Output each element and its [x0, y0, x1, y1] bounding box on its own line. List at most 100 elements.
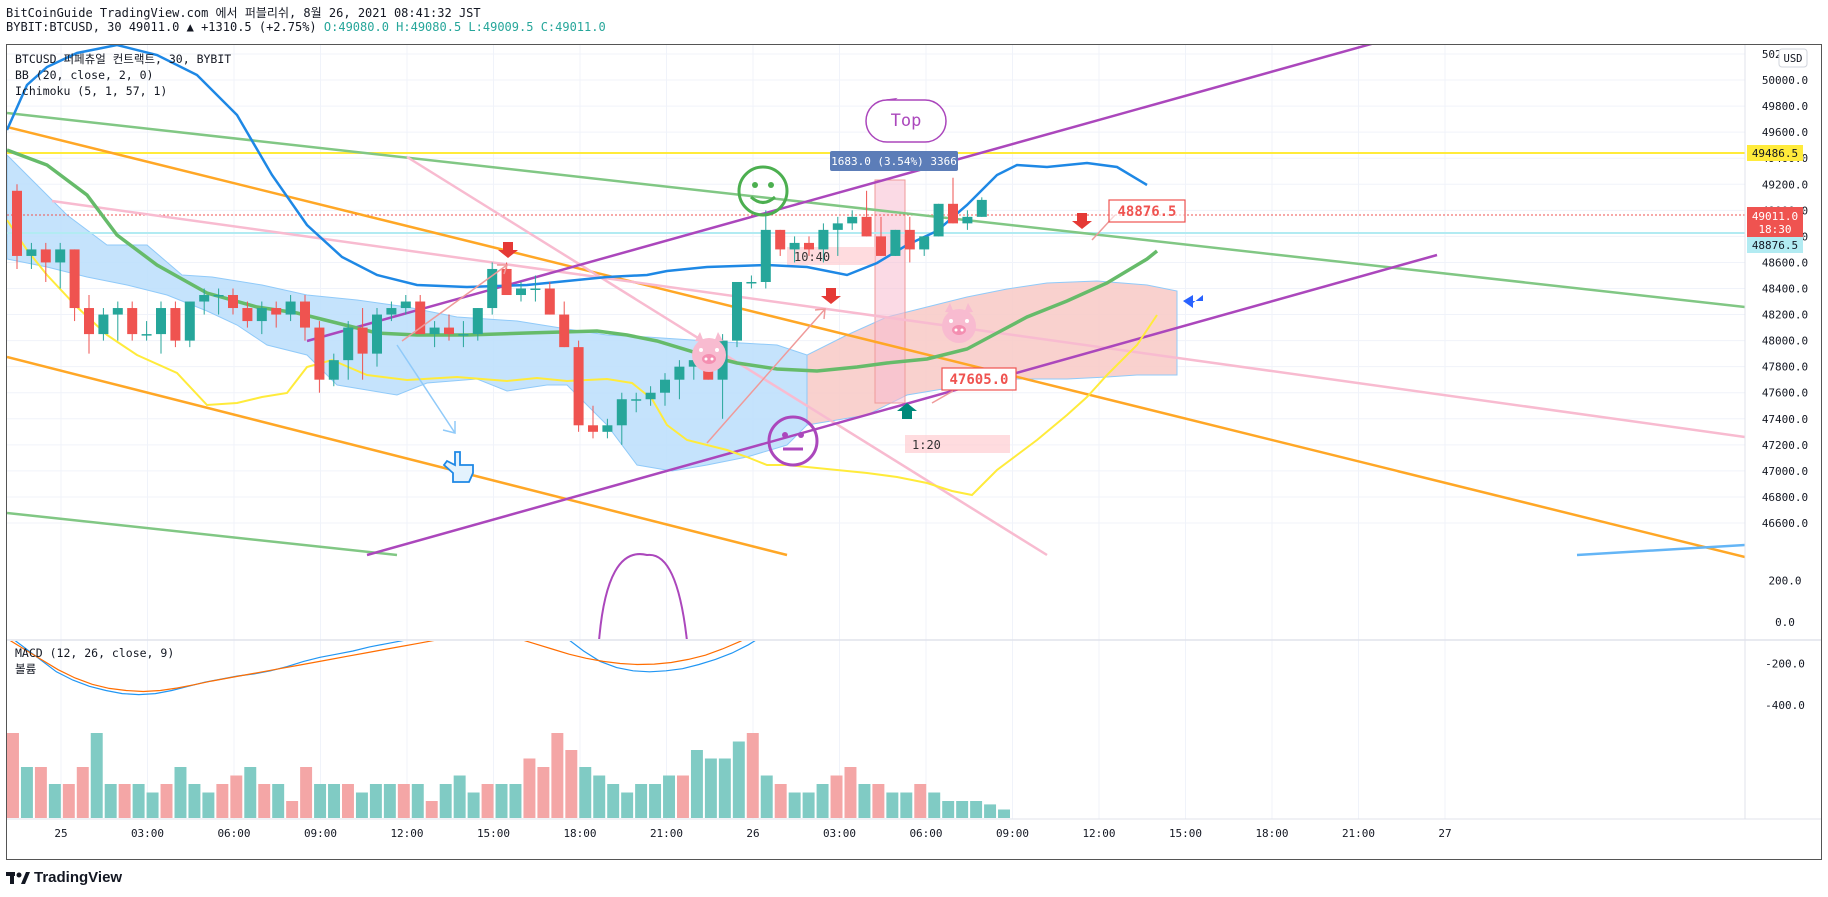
price-tick-label: 46800.0	[1762, 491, 1808, 504]
histogram-bar-negative	[133, 622, 145, 629]
histogram-bar-negative	[621, 622, 633, 630]
volume-bar	[132, 784, 145, 818]
purple-shape-partial	[598, 553, 688, 639]
histogram-bar-positive	[523, 616, 535, 622]
tradingview-logo[interactable]: TradingView	[6, 869, 122, 886]
price-tick-label: 47000.0	[1762, 465, 1808, 478]
candle-body-up	[760, 229, 771, 282]
candle-body-up	[112, 308, 123, 315]
candle-body-up	[919, 236, 930, 250]
volume-bar	[48, 784, 61, 818]
histogram-bar-positive	[384, 616, 396, 622]
currency-badge[interactable]	[1778, 48, 1808, 68]
time-tick-label: 27	[1438, 827, 1451, 840]
candle-body-down	[444, 327, 454, 335]
neutral-face-icon	[767, 415, 819, 467]
candle-body-down	[69, 249, 80, 309]
low-price-label: 47605.0	[949, 372, 1008, 388]
histogram-bar-positive	[956, 620, 968, 622]
time-range-b	[905, 435, 1010, 453]
histogram-bar-positive	[984, 620, 996, 622]
orange-trend-line-upper	[7, 125, 1745, 559]
green-trend-line-lower	[7, 511, 398, 557]
volume-bar	[872, 784, 885, 818]
price-tick-label: 47200.0	[1762, 439, 1808, 452]
legend-bb[interactable]: BB (20, close, 2, 0)	[15, 68, 153, 82]
histogram-bar-positive	[398, 618, 410, 622]
time-tick-label: 03:00	[131, 827, 164, 840]
volume-bar	[411, 784, 424, 818]
arrow-down-blue-head	[442, 421, 456, 434]
price-tick-label: 46600.0	[1762, 517, 1808, 530]
legend-symbol[interactable]: BTCUSD 퍼페츄얼 컨트랙트, 30, BYBIT	[15, 52, 231, 66]
histogram-bar-positive	[537, 618, 549, 622]
price-tick-label: 48400.0	[1762, 283, 1808, 296]
histogram-bar-positive	[789, 607, 801, 622]
measure-box	[874, 179, 906, 404]
volume-bar	[621, 792, 634, 818]
histogram-bar-positive	[258, 618, 270, 622]
volume-bar	[160, 784, 173, 818]
candle-body-down	[314, 327, 325, 380]
histogram-bar-positive	[286, 617, 298, 622]
volume-bar	[90, 733, 103, 818]
candle-body-up	[933, 203, 944, 237]
histogram-bar-positive	[705, 621, 717, 622]
histogram-bar-negative	[565, 622, 577, 623]
top-callout-text: Top	[891, 111, 922, 131]
green-trend-line-upper	[7, 111, 1745, 309]
arrow-up-left-head	[497, 264, 509, 275]
time-axis[interactable]: 25 03:00 06:00 09:00 12:00 15:00 18:00 21:00 26 0…	[54, 827, 1451, 840]
candle-body-up	[818, 229, 829, 250]
time-tick-label: 18:00	[563, 827, 596, 840]
time-label-a: 10:40	[794, 250, 830, 264]
volume-bar	[7, 733, 19, 818]
candle-body-up	[156, 308, 166, 335]
legend-macd[interactable]: MACD (12, 26, close, 9)	[15, 646, 174, 660]
histogram-bar-negative	[77, 622, 89, 631]
histogram-bar-positive	[510, 615, 522, 622]
volume-bar	[342, 784, 354, 818]
histogram-bar-negative	[21, 622, 33, 631]
histogram-bar-positive	[202, 620, 214, 622]
low-value: L:49009.5	[468, 20, 534, 34]
arrow-to-label	[931, 390, 954, 404]
histogram-bar-positive	[886, 614, 898, 622]
volume-bar	[816, 784, 829, 818]
histogram-bar-negative	[691, 622, 703, 624]
candle-body-up	[386, 308, 397, 315]
volume-bar	[830, 775, 843, 818]
volume-bar	[663, 775, 675, 818]
price-tick-label: 47600.0	[1762, 387, 1808, 400]
macd-axis[interactable]: 200.0 0.0 -200.0 -400.0	[1765, 575, 1805, 713]
candle-body-down	[876, 236, 886, 256]
histogram-bar-positive	[230, 618, 242, 622]
countdown-text: 18:30	[1758, 223, 1791, 236]
volume-bar	[956, 801, 969, 818]
price-chart[interactable]: Top 1683.0 (3.54%) 3366 10:40 1:20 47605…	[7, 45, 1821, 859]
volume-bar	[230, 775, 243, 818]
candle-body-down	[357, 327, 368, 354]
bollinger-upper-band	[7, 45, 1148, 289]
candle-body-up	[732, 281, 742, 341]
volume-bar	[718, 758, 731, 818]
macd-tick-label: -400.0	[1765, 699, 1805, 712]
volume-bar	[76, 767, 89, 818]
volume-bar	[397, 784, 410, 818]
volume-bar	[732, 741, 745, 818]
volume-bar	[369, 784, 382, 818]
volume-bar	[62, 784, 75, 818]
price-axis[interactable]: 50200.050000.049800.049600.049400.049200…	[1762, 48, 1808, 530]
time-tick-label: 21:00	[1342, 827, 1375, 840]
ichimoku-lagging-span	[7, 219, 1158, 497]
volume-bar	[802, 792, 815, 818]
histogram-bar-negative	[663, 622, 675, 627]
candle-body-up	[631, 399, 642, 401]
macd-histogram	[7, 606, 1011, 635]
candle-body-up	[343, 327, 354, 361]
chart-frame[interactable]: Top 1683.0 (3.54%) 3366 10:40 1:20 47605…	[6, 44, 1822, 860]
legend-volume[interactable]: 볼륨	[15, 662, 36, 676]
legend-ichimoku[interactable]: Ichimoku (5, 1, 57, 1)	[15, 84, 167, 98]
volume-bar	[774, 784, 787, 818]
time-tick-label: 06:00	[217, 827, 250, 840]
